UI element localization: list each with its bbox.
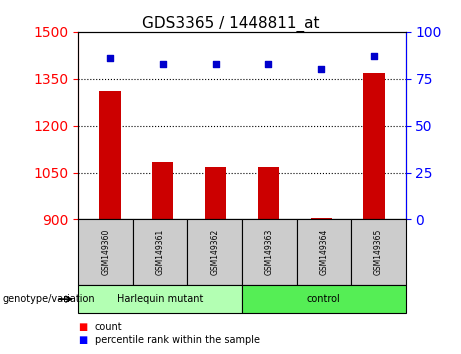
Bar [363, 73, 384, 219]
Text: GSM149361: GSM149361 [156, 229, 165, 275]
Point [106, 55, 114, 61]
Point [265, 61, 272, 67]
Text: GSM149362: GSM149362 [210, 229, 219, 275]
Text: GDS3365 / 1448811_at: GDS3365 / 1448811_at [142, 16, 319, 32]
Text: ■: ■ [78, 335, 88, 345]
Point [159, 61, 166, 67]
Text: ■: ■ [78, 322, 88, 332]
Point [370, 53, 378, 59]
Text: GSM149360: GSM149360 [101, 229, 110, 275]
Text: control: control [307, 294, 341, 304]
Point [212, 61, 219, 67]
Bar [205, 167, 226, 219]
Text: GSM149363: GSM149363 [265, 229, 274, 275]
Text: GSM149365: GSM149365 [374, 229, 383, 275]
Bar [311, 218, 332, 219]
Text: GSM149364: GSM149364 [319, 229, 328, 275]
Bar [258, 167, 279, 219]
Point [318, 67, 325, 72]
Text: genotype/variation: genotype/variation [2, 294, 95, 304]
Bar [152, 162, 173, 219]
Text: Harlequin mutant: Harlequin mutant [117, 294, 203, 304]
Text: percentile rank within the sample: percentile rank within the sample [95, 335, 260, 345]
Text: count: count [95, 322, 122, 332]
Bar [100, 91, 121, 219]
